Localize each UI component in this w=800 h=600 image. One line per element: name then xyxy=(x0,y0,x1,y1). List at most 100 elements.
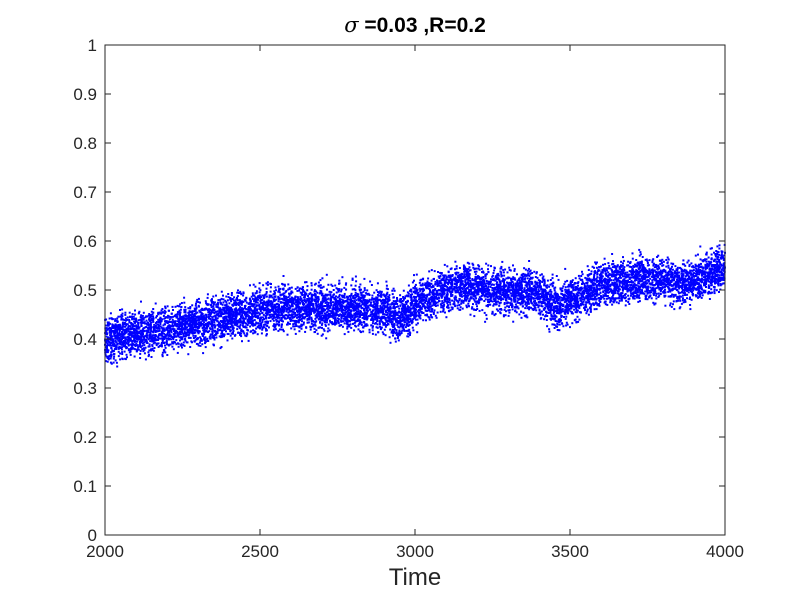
scatter-point xyxy=(130,323,133,326)
scatter-point xyxy=(472,308,475,311)
scatter-point xyxy=(558,323,561,326)
scatter-point xyxy=(528,260,531,262)
scatter-point xyxy=(270,305,273,308)
scatter-point xyxy=(260,308,263,311)
scatter-point xyxy=(632,294,635,297)
scatter-point xyxy=(448,281,451,284)
scatter-point xyxy=(546,325,549,328)
scatter-point xyxy=(420,307,423,310)
scatter-point xyxy=(652,294,655,296)
scatter-point xyxy=(532,289,535,292)
scatter-point xyxy=(439,275,442,277)
scatter-point xyxy=(651,279,654,282)
scatter-point xyxy=(263,300,266,303)
scatter-point xyxy=(401,323,404,326)
scatter-point xyxy=(131,318,134,321)
scatter-point xyxy=(607,275,610,278)
scatter-point xyxy=(228,309,231,312)
scatter-point xyxy=(560,299,563,302)
scatter-point xyxy=(422,319,425,322)
scatter-point xyxy=(279,314,282,317)
scatter-point xyxy=(598,269,601,272)
scatter-point xyxy=(117,350,120,353)
scatter-point xyxy=(642,274,645,277)
scatter-point xyxy=(460,300,463,303)
scatter-point xyxy=(280,326,283,328)
scatter-point xyxy=(350,319,353,322)
scatter-point xyxy=(513,268,516,271)
scatter-point xyxy=(354,321,357,324)
scatter-point xyxy=(364,316,367,319)
scatter-point xyxy=(223,329,226,331)
scatter-point xyxy=(549,311,552,314)
scatter-point xyxy=(693,280,696,283)
scatter-point xyxy=(633,282,636,285)
scatter-point xyxy=(295,325,298,327)
scatter-point xyxy=(539,297,542,300)
scatter-point xyxy=(512,264,514,267)
scatter-point xyxy=(596,261,598,264)
scatter-point xyxy=(525,295,527,298)
scatter-point xyxy=(227,322,230,325)
scatter-point xyxy=(601,296,604,299)
scatter-point xyxy=(238,327,241,330)
scatter-point xyxy=(620,292,623,295)
scatter-point xyxy=(723,278,726,281)
scatter-point xyxy=(335,291,338,294)
scatter-point xyxy=(491,289,494,292)
scatter-point xyxy=(494,288,497,291)
scatter-point xyxy=(528,283,531,286)
scatter-point xyxy=(184,308,187,311)
scatter-point xyxy=(319,326,322,329)
scatter-point xyxy=(208,321,211,324)
scatter-point xyxy=(148,313,151,315)
scatter-point xyxy=(397,339,400,342)
scatter-point xyxy=(349,316,352,319)
scatter-point xyxy=(164,305,167,308)
scatter-point xyxy=(487,264,490,267)
scatter-point xyxy=(415,273,418,276)
scatter-point xyxy=(181,346,183,349)
scatter-point xyxy=(220,290,223,293)
scatter-point xyxy=(113,344,116,347)
scatter-point xyxy=(198,309,201,312)
scatter-point xyxy=(389,321,392,324)
scatter-point xyxy=(618,299,621,302)
scatter-point xyxy=(685,279,688,282)
scatter-point xyxy=(220,326,223,329)
scatter-point xyxy=(229,312,232,315)
scatter-point xyxy=(562,303,565,306)
scatter-point xyxy=(409,293,412,296)
scatter-point xyxy=(527,294,530,297)
scatter-point xyxy=(523,278,526,281)
scatter-point xyxy=(353,329,356,332)
scatter-point xyxy=(721,264,723,267)
scatter-point xyxy=(485,273,488,276)
scatter-point xyxy=(393,289,396,292)
scatter-point xyxy=(108,355,111,358)
scatter-point xyxy=(167,343,170,346)
scatter-point xyxy=(615,274,618,276)
scatter-point xyxy=(349,320,351,323)
scatter-point xyxy=(579,289,582,292)
scatter-point xyxy=(501,260,504,263)
scatter-point xyxy=(251,292,254,295)
scatter-point xyxy=(446,265,449,268)
scatter-point xyxy=(357,328,360,331)
scatter-point xyxy=(635,265,637,268)
scatter-point xyxy=(171,325,174,328)
scatter-point xyxy=(385,287,388,290)
scatter-point xyxy=(576,309,579,312)
scatter-point xyxy=(536,282,539,284)
scatter-point xyxy=(408,328,411,331)
scatter-point xyxy=(413,302,416,305)
scatter-point xyxy=(321,305,324,308)
scatter-point xyxy=(521,297,524,299)
scatter-point xyxy=(613,266,616,269)
scatter-point xyxy=(585,301,588,304)
scatter-point xyxy=(242,292,245,295)
scatter-point xyxy=(446,291,449,294)
scatter-point xyxy=(369,313,372,316)
scatter-point xyxy=(236,328,239,331)
scatter-point xyxy=(564,290,567,293)
